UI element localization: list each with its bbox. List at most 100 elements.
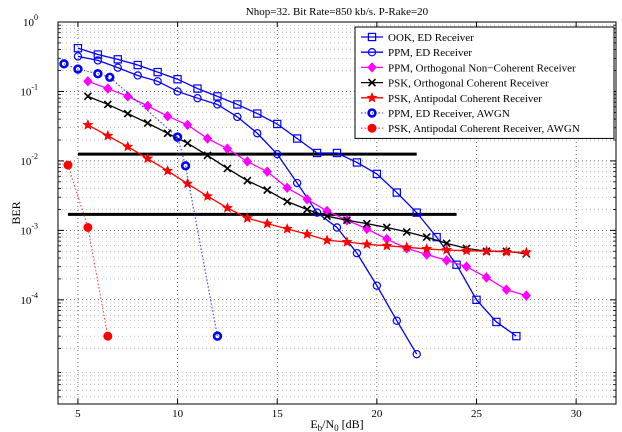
diamond-marker [262,166,272,177]
star-marker [261,217,273,229]
diamond-marker [501,284,512,295]
star-marker [182,177,194,189]
legend: OOK, ED Receiver PPM, ED Receiver PPM, Ort… [354,26,615,139]
diamond-marker [461,261,472,272]
x-marker [283,197,292,206]
diamond-marker [202,133,213,144]
x-axis-title-sub-b: b [318,423,323,432]
y-tick-label: 10-3 [20,221,38,237]
y-tick-label: 100 [23,13,38,29]
square-marker [372,169,382,179]
diamond-marker [242,156,252,167]
square-marker [392,188,401,197]
bold-circle-marker [105,72,115,82]
square-marker [213,92,222,101]
circle-marker [153,77,162,86]
star-marker [102,129,114,141]
star-marker [201,190,213,201]
square-marker [292,134,302,143]
x-axis-title-e: E [310,417,317,431]
diamond-marker [302,194,312,205]
x-axis-title-mid: /N [322,417,334,431]
circle-marker [412,349,421,359]
legend-label: PSK, Antipodal Coherent Receiver [388,93,542,105]
square-marker [253,109,262,118]
x-marker [123,109,132,118]
star-marker [221,202,233,213]
diamond-marker [162,110,173,122]
x-marker [382,223,391,232]
square-marker [73,43,83,53]
square-marker [133,60,142,70]
x-marker [367,78,377,87]
x-marker [83,92,92,101]
square-marker [93,50,103,59]
chart-title: Nhop=32. Bit Rate=850 kb/s. P-Rake=20 [246,6,429,18]
filled-circle-marker [103,331,113,341]
series-group [82,119,532,258]
filled-circle-marker [83,222,93,232]
star-marker [366,91,378,103]
series-line [63,63,219,337]
x-marker [303,205,312,214]
x-tick-label: 20 [371,408,383,420]
plot-area-frame [57,21,617,405]
x-marker [342,216,352,225]
star-marker [500,246,512,257]
circle-marker [292,178,302,188]
star-marker [341,236,353,247]
x-marker [163,129,172,138]
star-marker [401,241,413,253]
legend-label: PSK, Antipodal Coherent Receiver, AWGN [388,123,580,135]
bold-circle-marker [367,108,377,118]
square-marker [193,84,202,93]
y-tick-label: 10-4 [20,291,38,307]
x-marker [203,151,212,160]
star-marker [301,228,313,239]
axis-ticks: 5 10 15 20 25 30 100 10-1 10-2 10-3 10-4 [20,13,616,420]
circle-marker [113,63,122,72]
star-marker [321,234,333,245]
bold-circle-marker [180,161,191,171]
series-line [67,164,109,337]
diamond-marker [182,119,193,131]
square-marker [512,331,521,341]
circle-marker [193,93,202,103]
y-tick-label: 10-2 [20,152,38,168]
star-marker [122,140,134,152]
x-marker [422,233,431,242]
star-marker [461,244,473,256]
x-marker [243,176,252,185]
bold-circle-marker [93,69,103,79]
circle-marker [372,281,382,290]
circle-marker [93,56,103,65]
x-marker [103,100,112,109]
y-tick-label: 10-1 [20,82,38,98]
square-marker [233,100,242,109]
square-marker [312,148,322,158]
series-group [59,59,223,341]
circle-marker [213,100,222,109]
x-axis-title: Eb/N0 [dB] [310,417,363,432]
star-marker [520,246,532,258]
legend-label: PPM, ED Receiver [388,47,472,59]
circle-marker [133,71,142,80]
x-marker [402,227,411,236]
diamond-marker [367,62,377,73]
x-axis-title-sub-0: 0 [334,423,339,432]
legend-label: PSK, Orthogonal Coherent Receiver [388,78,549,90]
x-marker [223,164,232,173]
circle-marker [253,129,262,138]
bold-circle-marker [172,132,183,142]
square-marker [113,55,122,64]
diamond-marker [481,272,492,283]
star-marker [142,152,154,164]
diamond-marker [282,182,292,194]
star-marker [441,244,453,255]
star-marker [162,165,174,176]
legend-box [354,26,615,139]
star-marker [82,119,94,130]
circle-marker [332,223,342,232]
x-tick-label: 15 [272,408,284,420]
star-marker [480,245,492,256]
